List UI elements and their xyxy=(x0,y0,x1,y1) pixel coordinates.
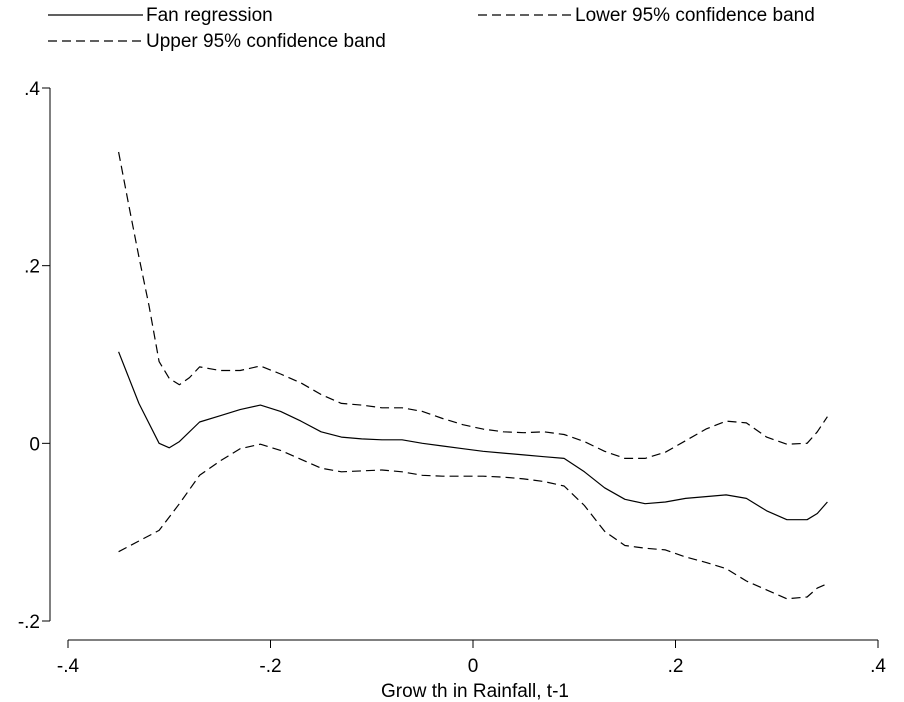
plot-area xyxy=(118,151,828,600)
x-tick-label: .4 xyxy=(870,656,886,677)
legend: Fan regression Lower 95% confidence band U… xyxy=(48,5,815,52)
axes: -.2 0 .2 .4 -.4 -.2 0 .2 .4 xyxy=(18,79,887,677)
y-tick-label: .2 xyxy=(24,257,40,278)
legend-label: Upper 95% confidence band xyxy=(146,31,386,52)
legend-label: Fan regression xyxy=(146,5,273,26)
series-line-3 xyxy=(118,151,828,459)
x-tick-label: -.2 xyxy=(259,656,281,677)
y-tick-label: 0 xyxy=(29,434,40,455)
y-tick-label: .4 xyxy=(24,79,40,100)
series-line-2 xyxy=(118,443,828,600)
x-tick-label: 0 xyxy=(468,656,479,677)
x-axis-title: Grow th in Rainfall, t-1 xyxy=(381,681,569,702)
x-tick-label: -.4 xyxy=(57,656,80,677)
legend-label: Lower 95% confidence band xyxy=(575,5,815,26)
y-tick-label: -.2 xyxy=(18,612,40,633)
series-line-1 xyxy=(118,351,828,521)
x-tick-label: .2 xyxy=(668,656,684,677)
